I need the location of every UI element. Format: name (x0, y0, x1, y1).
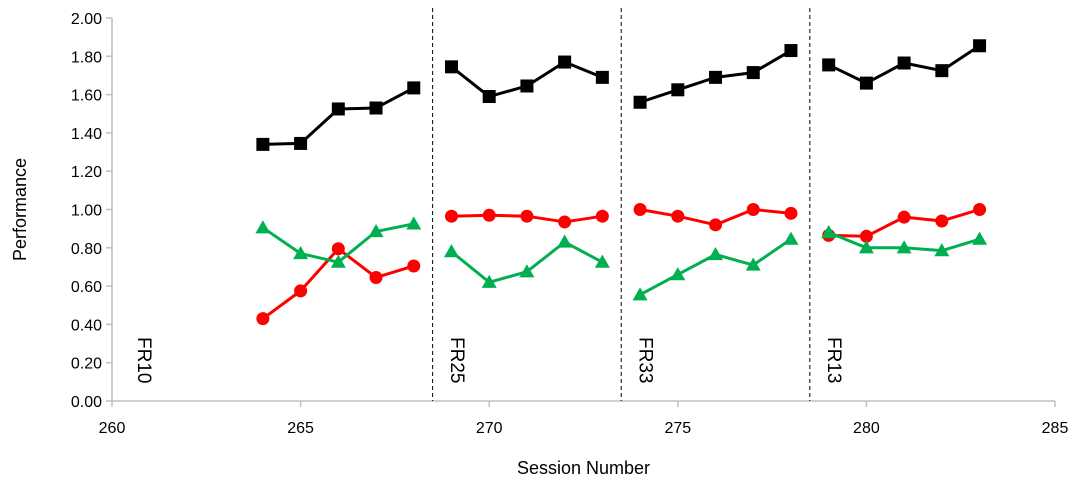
data-point (632, 287, 648, 301)
data-point (783, 231, 799, 245)
data-point (784, 44, 798, 58)
data-point (934, 243, 950, 257)
data-point (935, 64, 949, 78)
data-point (594, 254, 610, 268)
y-tick-label: 1.20 (71, 164, 102, 181)
data-point (784, 206, 798, 220)
data-point (369, 101, 383, 115)
x-axis-ticks: 260 265 270 275 280 285 (99, 401, 1069, 437)
data-point (482, 90, 496, 104)
data-point (935, 214, 949, 228)
data-point (671, 83, 685, 97)
data-point (520, 79, 534, 93)
data-point (368, 224, 384, 238)
phase-label: FR25 (446, 337, 467, 383)
data-point (709, 70, 723, 84)
data-point (443, 244, 459, 258)
series-triangle (255, 216, 988, 301)
data-point (520, 209, 534, 223)
data-point (331, 102, 345, 116)
data-point (859, 229, 873, 243)
data-point (519, 264, 535, 278)
data-point (407, 81, 421, 95)
data-point (670, 267, 686, 281)
y-tick-label: 0.60 (71, 279, 102, 296)
data-point (557, 234, 573, 248)
data-point (482, 208, 496, 222)
data-point (595, 70, 609, 84)
data-point (407, 259, 421, 273)
data-point (293, 246, 309, 260)
phase-label: FR10 (133, 337, 154, 383)
data-point (294, 284, 308, 298)
y-tick-label: 1.60 (71, 88, 102, 105)
x-tick-label: 270 (476, 420, 503, 437)
data-point (481, 274, 497, 288)
data-point (709, 218, 723, 232)
data-point (294, 136, 308, 150)
data-point (973, 39, 987, 53)
y-tick-label: 0.00 (71, 394, 102, 411)
phase-label: FR13 (823, 337, 844, 383)
data-point (558, 215, 572, 229)
x-tick-label: 285 (1042, 420, 1069, 437)
data-point (821, 224, 837, 239)
data-point (369, 270, 383, 284)
series-line (262, 86, 415, 146)
data-point (558, 55, 572, 69)
data-point (331, 242, 345, 256)
data-point (256, 137, 270, 151)
y-tick-label: 1.80 (71, 49, 102, 66)
x-tick-label: 275 (664, 420, 691, 437)
data-point (973, 203, 987, 216)
data-point (256, 312, 270, 326)
data-point (444, 209, 458, 223)
y-tick-label: 0.20 (71, 356, 102, 373)
x-tick-label: 260 (99, 420, 126, 437)
phase-label: FR33 (635, 337, 656, 383)
data-point (330, 254, 346, 268)
x-tick-label: 265 (287, 420, 314, 437)
data-point (897, 210, 911, 224)
y-tick-label: 1.00 (71, 203, 102, 220)
data-point (671, 209, 685, 223)
data-point (746, 66, 760, 80)
data-point (708, 247, 724, 261)
data-series (255, 39, 988, 326)
series-square (256, 39, 987, 151)
data-point (972, 231, 988, 245)
data-point (406, 216, 422, 230)
data-point (633, 203, 647, 216)
y-axis-ticks: 0.00 0.20 0.40 0.60 0.80 1.00 1.20 1.40 1.60 1.80… (71, 11, 112, 411)
data-point (444, 60, 458, 74)
y-tick-label: 1.40 (71, 126, 102, 143)
phase-change-lines: FR10 FR25 FR33 FR13 (133, 8, 844, 401)
y-tick-label: 0.40 (71, 317, 102, 334)
axes (111, 18, 1055, 402)
data-point (858, 240, 874, 254)
data-point (822, 58, 836, 72)
data-point (633, 95, 647, 109)
data-point (896, 240, 912, 254)
data-point (859, 76, 873, 90)
x-axis-title: Session Number (517, 458, 650, 478)
data-point (255, 220, 271, 234)
y-tick-label: 2.00 (71, 11, 102, 28)
y-axis-title: Performance (10, 158, 30, 261)
x-tick-label: 280 (853, 420, 880, 437)
data-point (746, 203, 760, 216)
y-tick-label: 0.80 (71, 241, 102, 258)
data-point (745, 257, 761, 271)
data-point (897, 56, 911, 70)
data-point (595, 209, 609, 223)
